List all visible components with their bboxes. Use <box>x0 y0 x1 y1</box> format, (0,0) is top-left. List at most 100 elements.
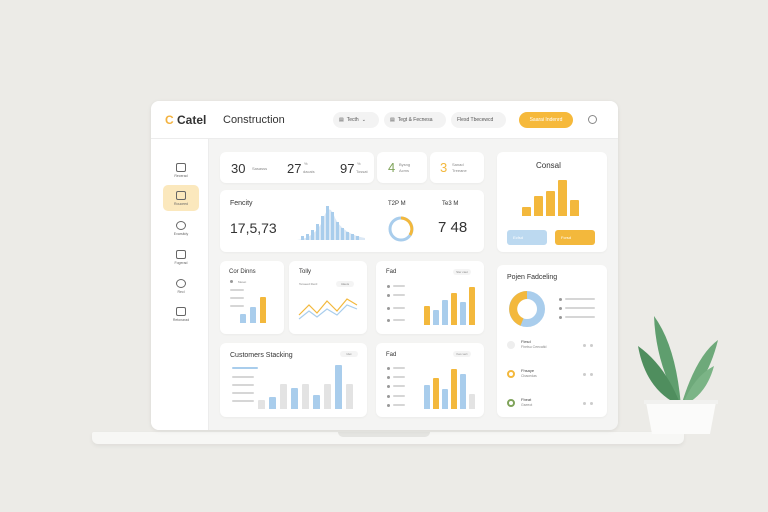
legend-line <box>565 298 595 300</box>
bullet-icon <box>387 404 390 407</box>
refresh-icon[interactable] <box>588 115 597 124</box>
bullet-icon <box>387 385 390 388</box>
right-value: 7 48 <box>438 219 468 236</box>
stat-label: Bysng <box>399 162 411 167</box>
legend-line <box>565 316 595 318</box>
chart-bar <box>335 365 342 409</box>
distribution-chart <box>297 206 365 240</box>
fencity-value: 17,5,73 <box>230 220 277 236</box>
chart-bar <box>280 384 287 409</box>
list-line <box>393 319 405 321</box>
calendar-icon: ▤ <box>339 117 344 123</box>
stat-sub: Acms <box>399 168 409 173</box>
globe-icon <box>176 278 186 288</box>
tolly-card: Tolly Teraeed Itlerd Idaets <box>289 261 367 334</box>
chart-bar <box>570 200 579 216</box>
chart-bar <box>291 388 298 409</box>
card-tag: Meset <box>238 280 247 284</box>
list-line <box>232 400 254 402</box>
card-title: Fencity <box>230 200 253 207</box>
legend-line <box>565 307 595 309</box>
chart-bar <box>346 384 353 409</box>
item-icon <box>507 399 515 407</box>
chart-bar <box>460 302 466 325</box>
sidebar-item-4[interactable]: Fogerad <box>163 244 199 270</box>
more-icon <box>590 344 593 347</box>
project-item[interactable]: Flesd Fhetsu Ceecaltd <box>507 339 599 353</box>
list-line <box>230 297 244 299</box>
fencity-card: Fencity 17,5,73 T2P M Te3 M 7 48 <box>220 190 484 252</box>
logo[interactable]: C Catel <box>165 113 207 127</box>
pill-label: Tecth <box>346 117 359 123</box>
card-title: Fad <box>386 269 397 275</box>
filter-pill-date[interactable]: ▤ Tecth ⌄ <box>333 112 379 128</box>
list-line <box>230 305 244 307</box>
more-icon <box>583 373 586 376</box>
building-icon <box>176 306 186 316</box>
consal-right-button[interactable]: Fcrsd <box>555 230 595 245</box>
laptop-notch <box>338 432 430 437</box>
right-label: Te3 M <box>442 201 459 207</box>
card-tag: Idaets <box>336 281 354 287</box>
cor-card: Cor Dinns Meset <box>220 261 284 334</box>
top-bar: C Catel Construction ▤ Tecth ⌄ ▤ Tegt & … <box>151 101 618 139</box>
fad1-chart <box>424 283 476 325</box>
chart-bar <box>250 307 256 323</box>
bullet-icon <box>387 307 390 310</box>
sidebar-item-5[interactable]: Recl <box>163 273 199 299</box>
project-item[interactable]: Fhsaye Cbacedas <box>507 368 599 382</box>
stat-value: 4 <box>388 160 396 175</box>
sidebar-item-3[interactable]: Evarsitdy <box>163 215 199 241</box>
list-line <box>393 385 405 387</box>
donut-segment-yellow <box>509 291 528 326</box>
bullet-icon <box>387 376 390 379</box>
stat-label: Sanad <box>452 162 464 167</box>
list-line <box>232 392 254 394</box>
card-title: Consal <box>536 161 561 170</box>
filter-pill-type[interactable]: ▤ Tegt & Fecnesa <box>384 112 446 128</box>
legend-dot <box>559 307 562 310</box>
line-series-blue <box>298 304 358 320</box>
chart-bar <box>534 196 543 216</box>
consal-left-button[interactable]: Ecfsd <box>507 230 547 245</box>
pill-label: Tegt & Fecnesa <box>397 117 433 123</box>
project-item[interactable]: Fbeat Gseeot <box>507 397 599 411</box>
legend-dot <box>559 316 562 319</box>
laptop-base <box>92 432 684 444</box>
stat-sub: Treeane <box>452 168 467 173</box>
card-tag: Kes vert <box>453 351 471 357</box>
list-line <box>393 404 405 406</box>
stat-label: Sasasss <box>252 166 268 171</box>
card-title: Customers Stacking <box>230 352 293 359</box>
list-line <box>393 294 405 296</box>
bullet-icon <box>387 319 390 322</box>
filter-pill-status[interactable]: Flesd Tbecewcd <box>451 112 506 128</box>
fad-card-2: Fad Kes vert <box>376 343 484 417</box>
chart-bar <box>313 395 320 409</box>
chart-bar <box>451 293 457 325</box>
grid-icon <box>176 190 186 200</box>
chart-bar <box>442 300 448 325</box>
sidebar-item-6[interactable]: Retonarad <box>163 301 199 327</box>
chart-bar <box>260 297 266 323</box>
stat-value: 3 <box>440 160 448 175</box>
sidebar: Recerad Rouceed Evarsitdy Fogerad Recl R… <box>151 139 209 430</box>
card-title: Tolly <box>299 269 312 275</box>
fad-card-1: Fad Sler caut <box>376 261 484 334</box>
donut-chart <box>509 291 545 327</box>
chart-bar <box>451 369 457 409</box>
stats-card: 30 Sasasss 27 % dacais 97 % Tossat <box>220 152 374 183</box>
cor-chart <box>240 291 276 323</box>
primary-action-button[interactable]: Saarai Indenrd <box>519 112 573 128</box>
more-icon <box>590 373 593 376</box>
stat-label: dacais <box>303 169 315 174</box>
bullet-icon <box>387 395 390 398</box>
stat-label: Tossat <box>356 169 368 174</box>
chart-bar <box>469 394 475 409</box>
chart-bar <box>469 287 475 325</box>
chart-bar <box>324 384 331 409</box>
sidebar-item-2[interactable]: Rouceed <box>163 185 199 211</box>
chevron-down-icon: ⌄ <box>361 117 366 123</box>
sidebar-item-1[interactable]: Recerad <box>163 157 199 183</box>
stat-value: 27 <box>287 161 302 176</box>
